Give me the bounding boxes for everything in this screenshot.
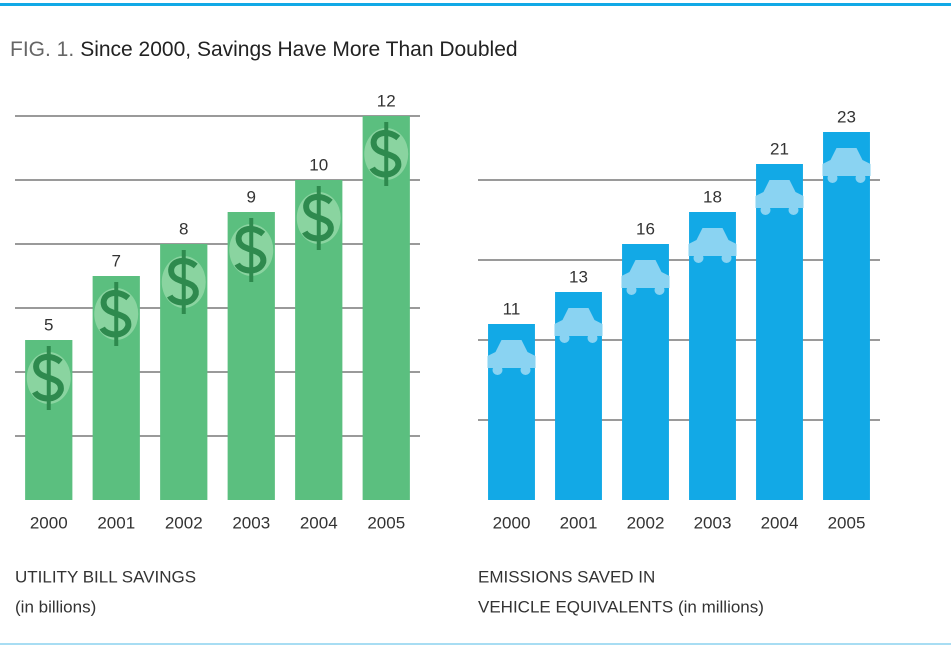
figure-label: FIG. 1.	[10, 38, 74, 61]
x-tick-label: 2005	[367, 513, 405, 532]
value-label: 23	[837, 107, 856, 126]
x-tick-label: 2005	[828, 513, 866, 532]
value-label: 13	[569, 267, 588, 286]
bottom-rule	[0, 643, 951, 645]
car-icon	[760, 205, 771, 215]
car-icon	[688, 228, 737, 256]
value-label: 11	[503, 299, 521, 318]
axis-label: (in billions)	[15, 597, 96, 616]
car-icon	[626, 285, 637, 295]
axis-label: UTILITY BILL SAVINGS	[15, 567, 196, 586]
value-label: 9	[247, 187, 256, 206]
car-icon	[822, 148, 871, 176]
car-icon	[721, 253, 732, 263]
value-label: 21	[770, 139, 789, 158]
car-icon	[520, 365, 531, 375]
car-icon	[755, 180, 804, 208]
x-tick-label: 2001	[97, 513, 135, 532]
car-icon	[654, 285, 665, 295]
value-label: 10	[309, 155, 328, 174]
bar	[823, 132, 870, 500]
car-icon	[487, 340, 536, 368]
car-icon	[587, 333, 598, 343]
value-label: 12	[377, 91, 396, 110]
bar	[756, 164, 803, 500]
car-icon	[559, 333, 570, 343]
x-tick-label: 2003	[694, 513, 732, 532]
value-label: 8	[179, 219, 188, 238]
x-tick-label: 2000	[493, 513, 531, 532]
axis-label: VEHICLE EQUIVALENTS (in millions)	[478, 597, 764, 616]
x-tick-label: 2004	[300, 513, 338, 532]
value-label: 7	[112, 251, 121, 270]
chart-title: Since 2000, Savings Have More Than Doubl…	[80, 38, 517, 61]
car-icon	[554, 308, 603, 336]
axis-label: EMISSIONS SAVED IN	[478, 567, 655, 586]
title: FIG. 1. Since 2000, Savings Have More Tha…	[10, 38, 518, 61]
value-label: 16	[636, 219, 655, 238]
x-tick-label: 2000	[30, 513, 68, 532]
car-icon	[693, 253, 704, 263]
car-icon	[827, 173, 838, 183]
car-icon	[492, 365, 503, 375]
car-icon	[621, 260, 670, 288]
x-tick-label: 2002	[627, 513, 665, 532]
x-tick-label: 2003	[232, 513, 270, 532]
value-label: 5	[44, 315, 53, 334]
x-tick-label: 2004	[761, 513, 799, 532]
car-icon	[855, 173, 866, 183]
x-tick-label: 2002	[165, 513, 203, 532]
value-label: 18	[703, 187, 722, 206]
top-rule	[0, 3, 951, 6]
x-tick-label: 2001	[560, 513, 598, 532]
car-icon	[788, 205, 799, 215]
